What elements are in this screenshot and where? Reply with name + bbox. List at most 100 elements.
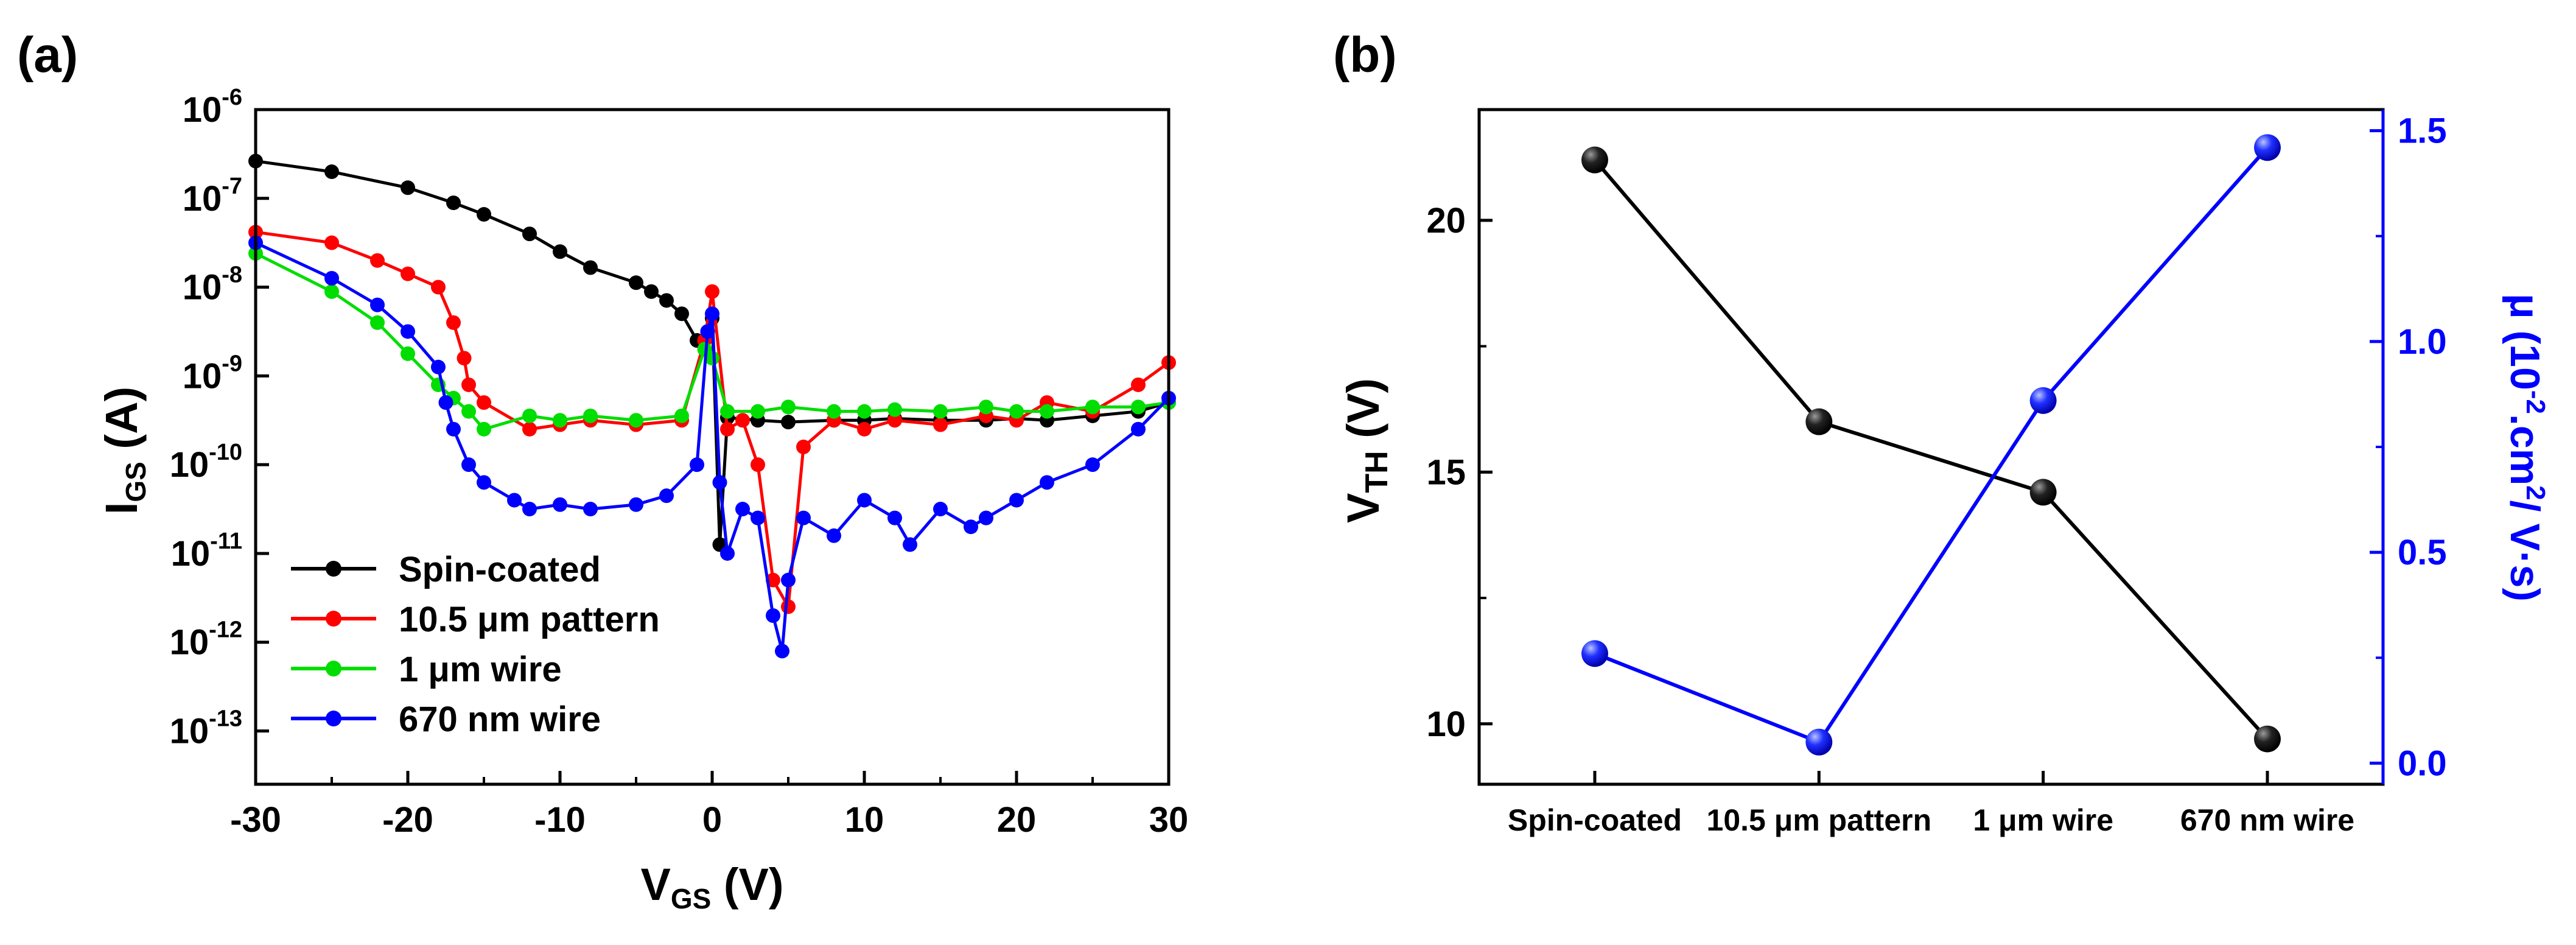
panel-a-data-point	[659, 293, 674, 308]
panel-a-data-point	[857, 493, 872, 508]
panel-a-data-point	[720, 546, 735, 561]
panel-a-data-point	[461, 457, 476, 472]
panel-a-data-point	[1131, 377, 1146, 392]
panel-a-data-point	[553, 497, 567, 512]
panel-b-right-tick-label: 0.5	[2398, 533, 2447, 572]
panel-b-series-0	[1581, 146, 2281, 753]
panel-a-data-point	[796, 440, 811, 454]
panel-a-data-point	[1009, 493, 1024, 508]
panel-a-data-point	[477, 421, 491, 437]
panel-b-label: (b)	[1333, 27, 1397, 83]
panel-a-legend-marker	[326, 661, 341, 676]
panel-a-data-point	[720, 404, 735, 419]
panel-a-y-tick-label: 10-10	[170, 440, 242, 485]
panel-b-category-label: 10.5 μm pattern	[1707, 803, 1932, 837]
panel-a-series-group	[248, 153, 1176, 659]
panel-a-data-point	[477, 475, 491, 490]
panel-a-data-point	[674, 408, 689, 423]
panel-a-data-point	[735, 413, 750, 428]
panel-a-data-point	[583, 408, 598, 423]
panel-a-data-point	[964, 519, 978, 535]
panel-a-data-point	[1131, 399, 1146, 415]
panel-b: (b) Spin-coated 10.5 μm pattern 1 μm wire 6…	[1333, 27, 2550, 837]
panel-a-legend-label: Spin-coated	[399, 550, 601, 589]
panel-b-data-point	[2029, 387, 2057, 414]
panel-a-data-point	[720, 421, 735, 437]
panel-a-y-tick-label: 10-12	[170, 617, 242, 662]
panel-b-category-label: 1 μm wire	[1973, 803, 2113, 837]
panel-b-right-tick-label: 0.0	[2398, 743, 2447, 783]
panel-a-data-point	[705, 306, 719, 321]
panel-b-data-point	[1581, 146, 1608, 174]
panel-a-data-point	[705, 284, 719, 299]
panel-a-data-point	[887, 510, 902, 525]
panel-a-data-point	[751, 510, 765, 525]
panel-a-data-point	[933, 502, 948, 517]
panel-a-data-point	[857, 404, 872, 419]
panel-a-data-point	[461, 404, 476, 419]
panel-a-data-point	[401, 346, 415, 361]
panel-b-right-tick-label: 1.5	[2398, 111, 2447, 151]
panel-a-data-point	[674, 306, 689, 321]
panel-a-data-point	[583, 502, 598, 517]
panel-a-y-tick-label: 10-8	[183, 262, 242, 307]
panel-a-data-point	[522, 227, 537, 242]
panel-b-series-line	[1594, 146, 2269, 745]
panel-a-data-point	[1131, 421, 1146, 437]
panel-a-data-point	[477, 207, 491, 222]
panel-a-data-point	[370, 253, 385, 268]
panel-a-data-point	[979, 510, 993, 525]
panel-a-data-point	[324, 235, 339, 250]
panel-a-data-point	[903, 537, 917, 552]
panel-b-left-tick-label: 20	[1426, 201, 1466, 241]
panel-a-x-axis-title: VGS (V)	[640, 859, 783, 915]
panel-b-left-tick-label: 10	[1426, 704, 1466, 744]
panel-a-y-tick-label: 10-11	[171, 529, 242, 574]
panel-b-data-point	[1581, 640, 1608, 667]
panel-a-data-point	[431, 359, 446, 374]
panel-a-data-point	[522, 421, 537, 437]
panel-a-data-point	[751, 457, 765, 472]
panel-a-data-point	[507, 493, 522, 508]
panel-a-data-point	[324, 271, 339, 286]
panel-a-data-point	[781, 599, 796, 614]
panel-a-y-tick-label: 10-7	[183, 174, 242, 219]
panel-a-y-axis-title: IGS (A)	[96, 387, 152, 515]
panel-a-data-point	[370, 315, 385, 330]
panel-a-data-point	[324, 284, 339, 299]
panel-a-data-point	[629, 275, 643, 290]
panel-a-data-point	[857, 421, 872, 437]
panel-a-data-point	[827, 528, 841, 543]
panel-b-category-label: Spin-coated	[1508, 803, 1682, 837]
panel-b-data-point	[2254, 725, 2281, 753]
panel-a-x-tick-label: -30	[230, 800, 281, 840]
panel-a-data-point	[401, 324, 415, 339]
panel-b-series-1	[1581, 134, 2281, 756]
panel-a-x-tick-label: -10	[534, 800, 586, 840]
panel-a-data-point	[781, 415, 796, 430]
panel-a-series-3	[248, 235, 1176, 659]
panel-a-legend-label: 1 μm wire	[399, 650, 562, 689]
panel-a-data-point	[644, 284, 659, 299]
panel-a-y-tick-label: 10-6	[183, 85, 242, 130]
panel-a-data-point	[933, 404, 948, 419]
panel-a-data-point	[431, 279, 446, 295]
panel-a-data-point	[1040, 404, 1054, 419]
panel-a-x-tick-label: 30	[1149, 800, 1189, 840]
panel-a-data-point	[583, 260, 598, 275]
panel-a-ticks: -30 -20 -10 0 10 20 30 10-13 10-12 10-11 10-10 10-9…	[170, 85, 1189, 840]
panel-b-right-tick-label: 1.0	[2398, 322, 2447, 362]
panel-a-x-tick-label: 20	[997, 800, 1037, 840]
panel-b-data-point	[2254, 134, 2281, 161]
panel-a-data-point	[751, 404, 765, 419]
panel-a-data-point	[438, 395, 453, 410]
panel-b-category-label: 670 nm wire	[2180, 803, 2354, 837]
panel-a-data-point	[781, 399, 796, 415]
panel-a-data-point	[446, 421, 461, 437]
panel-a-data-point	[1085, 399, 1100, 415]
panel-a-data-point	[1009, 404, 1024, 419]
panel-b-data-point	[1805, 728, 1833, 756]
panel-a-data-point	[629, 497, 643, 512]
panel-a-data-point	[700, 324, 715, 339]
